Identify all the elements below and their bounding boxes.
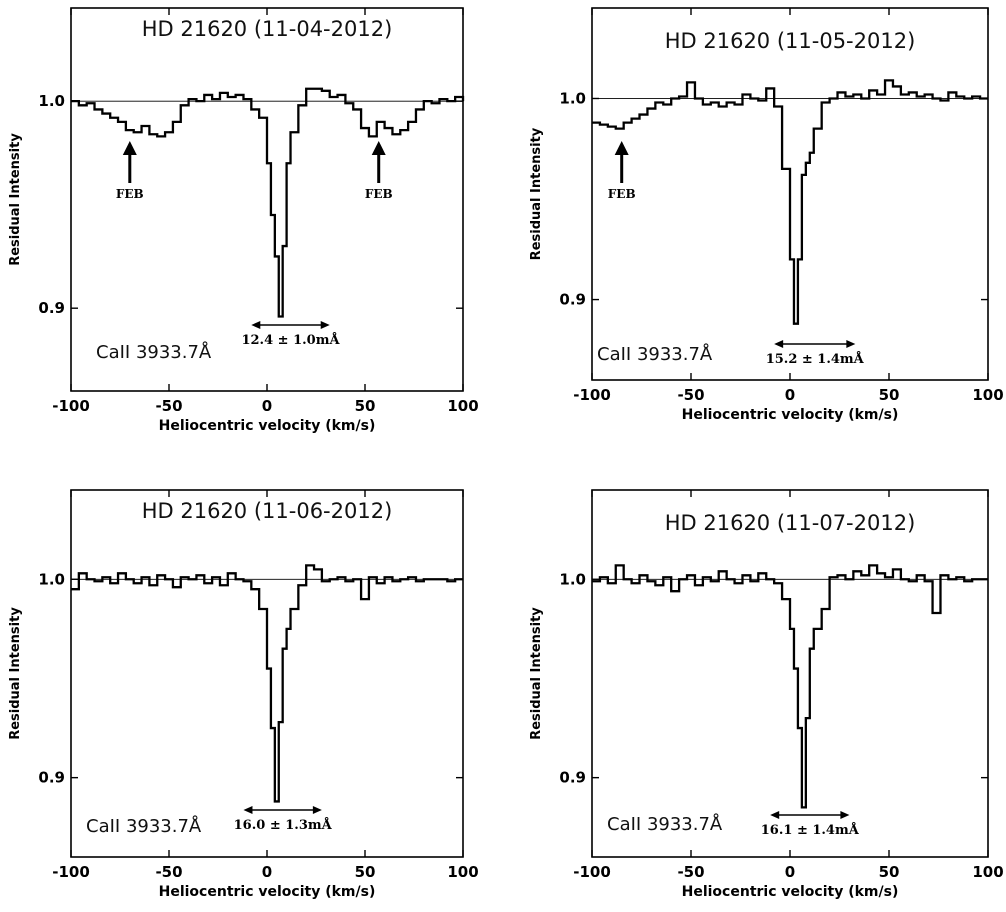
equivalent-width-label: 16.0 ± 1.3mÅ	[234, 817, 333, 833]
feb-markers: FEB	[608, 141, 636, 201]
y-axis-label: Residual Intensity	[8, 133, 23, 266]
line-label: CaII 3933.7Å	[96, 341, 212, 363]
x-tick-label: 50	[355, 397, 376, 415]
y-ticks: 0.9 1.0	[38, 570, 463, 787]
y-tick-label: 0.9	[559, 291, 586, 309]
x-tick-label: -100	[573, 386, 611, 404]
x-ticks: -100 -50 0 50 100	[52, 490, 479, 881]
y-tick-label: 1.0	[559, 89, 586, 107]
spectrum-series-line	[592, 79, 988, 325]
feb-arrow-head	[371, 141, 386, 155]
spectrum-series-line	[71, 87, 465, 318]
x-tick-label: 50	[879, 863, 900, 881]
measurement-arrowhead-left	[251, 321, 261, 329]
panel-title: HD 21620 (11-07-2012)	[665, 511, 916, 535]
panel-11-04-2012: -100 -50 0 50 100 0.9 1.0 HD 21620 (11-04-201…	[8, 7, 479, 434]
equivalent-width-label: 12.4 ± 1.0mÅ	[241, 332, 340, 348]
y-tick-label: 1.0	[38, 92, 65, 110]
x-tick-label: 0	[785, 863, 795, 881]
x-ticks: -100 -50 0 50 100	[573, 8, 1004, 404]
measurement-arrowhead-right	[312, 806, 322, 814]
measurement-arrowhead-right	[840, 811, 850, 819]
line-label: CaII 3933.7Å	[597, 343, 713, 365]
x-tick-label: 0	[785, 386, 795, 404]
panel-11-07-2012: -100 -50 0 50 100 0.9 1.0 HD 21620 (11-07-201…	[529, 489, 1004, 900]
x-tick-label: 50	[879, 386, 900, 404]
x-ticks: -100 -50 0 50 100	[573, 490, 1004, 881]
x-tick-label: -50	[155, 863, 182, 881]
plot-frame	[70, 489, 464, 858]
equivalent-width-label: 15.2 ± 1.4mÅ	[766, 351, 865, 367]
feb-label: FEB	[608, 187, 636, 201]
y-tick-label: 0.9	[38, 769, 65, 787]
y-ticks: 0.9 1.0	[38, 92, 463, 317]
x-tick-label: 100	[972, 386, 1003, 404]
x-tick-label: 50	[355, 863, 376, 881]
measurement-arrowhead-left	[770, 811, 780, 819]
panel-title: HD 21620 (11-05-2012)	[665, 29, 916, 53]
panel-title: HD 21620 (11-04-2012)	[142, 17, 393, 41]
plot-frame	[591, 489, 989, 858]
x-axis-label: Heliocentric velocity (km/s)	[682, 884, 899, 900]
feb-arrow-head	[122, 141, 137, 155]
x-axis-label: Heliocentric velocity (km/s)	[682, 407, 899, 423]
line-label: CaII 3933.7Å	[607, 813, 723, 835]
spectrum-series-line	[592, 564, 988, 809]
x-tick-label: 0	[262, 863, 272, 881]
measurement-arrowhead-right	[846, 340, 856, 348]
line-label: CaII 3933.7Å	[86, 815, 202, 837]
spectrum-series-line	[71, 564, 463, 803]
feb-arrow-head	[614, 141, 629, 155]
y-tick-label: 0.9	[38, 299, 65, 317]
x-axis-label: Heliocentric velocity (km/s)	[159, 884, 376, 900]
panel-11-05-2012: -100 -50 0 50 100 0.9 1.0 HD 21620 (11-05-201…	[529, 7, 1004, 423]
panel-title: HD 21620 (11-06-2012)	[142, 499, 393, 523]
y-axis-label: Residual Intensity	[529, 127, 544, 260]
measurement-arrowhead-right	[320, 321, 330, 329]
y-ticks: 0.9 1.0	[559, 570, 988, 787]
x-ticks: -100 -50 0 50 100	[52, 8, 479, 415]
x-tick-label: -100	[573, 863, 611, 881]
measurement-arrowhead-left	[243, 806, 253, 814]
y-tick-label: 1.0	[559, 570, 586, 588]
y-tick-label: 1.0	[38, 570, 65, 588]
x-tick-label: -50	[677, 863, 704, 881]
y-axis-label: Residual Intensity	[529, 607, 544, 740]
equivalent-width-label: 16.1 ± 1.4mÅ	[761, 822, 860, 838]
y-axis-label: Residual Intensity	[8, 607, 23, 740]
x-tick-label: -100	[52, 863, 90, 881]
x-axis-label: Heliocentric velocity (km/s)	[159, 418, 376, 434]
x-tick-label: -50	[155, 397, 182, 415]
feb-markers: FEB FEB	[116, 141, 393, 201]
panel-11-06-2012: -100 -50 0 50 100 0.9 1.0 HD 21620 (11-06-201…	[8, 489, 479, 900]
feb-label: FEB	[365, 187, 393, 201]
x-tick-label: -50	[677, 386, 704, 404]
measurement-arrowhead-left	[774, 340, 784, 348]
x-tick-label: -100	[52, 397, 90, 415]
x-tick-label: 100	[972, 863, 1003, 881]
feb-label: FEB	[116, 187, 144, 201]
x-tick-label: 0	[262, 397, 272, 415]
x-tick-label: 100	[447, 397, 478, 415]
x-tick-label: 100	[447, 863, 478, 881]
y-tick-label: 0.9	[559, 769, 586, 787]
